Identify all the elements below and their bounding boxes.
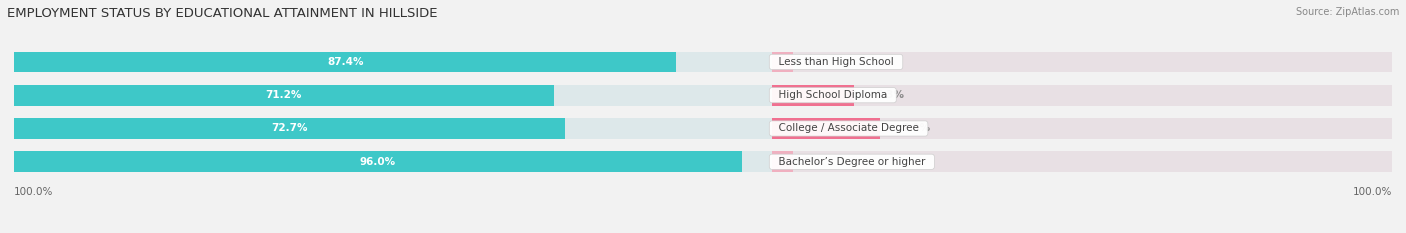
Text: High School Diploma: High School Diploma [772, 90, 894, 100]
Text: Bachelor’s Degree or higher: Bachelor’s Degree or higher [772, 157, 932, 167]
Bar [772, 85, 1392, 106]
Text: 7.0%: 7.0% [901, 123, 931, 134]
Bar [14, 118, 565, 139]
Bar [772, 151, 1392, 172]
Text: 87.4%: 87.4% [328, 57, 364, 67]
Text: 0.0%: 0.0% [793, 157, 821, 167]
Text: 96.0%: 96.0% [360, 157, 396, 167]
Text: 71.2%: 71.2% [266, 90, 302, 100]
Bar [14, 151, 741, 172]
Text: Less than High School: Less than High School [772, 57, 900, 67]
Text: 72.7%: 72.7% [271, 123, 308, 134]
Bar [14, 85, 554, 106]
Text: EMPLOYMENT STATUS BY EDUCATIONAL ATTAINMENT IN HILLSIDE: EMPLOYMENT STATUS BY EDUCATIONAL ATTAINM… [7, 7, 437, 20]
Bar [14, 85, 772, 106]
Bar [772, 118, 880, 139]
Bar [14, 118, 772, 139]
Bar [14, 51, 676, 72]
Text: 0.0%: 0.0% [793, 57, 821, 67]
Bar [772, 51, 793, 72]
Text: College / Associate Degree: College / Associate Degree [772, 123, 925, 134]
Bar [14, 51, 772, 72]
Bar [772, 51, 1392, 72]
Bar [772, 151, 793, 172]
Bar [772, 118, 1392, 139]
Text: 100.0%: 100.0% [1353, 187, 1392, 197]
Text: 5.3%: 5.3% [875, 90, 904, 100]
Text: 100.0%: 100.0% [14, 187, 53, 197]
Bar [14, 151, 772, 172]
Text: Source: ZipAtlas.com: Source: ZipAtlas.com [1295, 7, 1399, 17]
Bar [772, 85, 853, 106]
